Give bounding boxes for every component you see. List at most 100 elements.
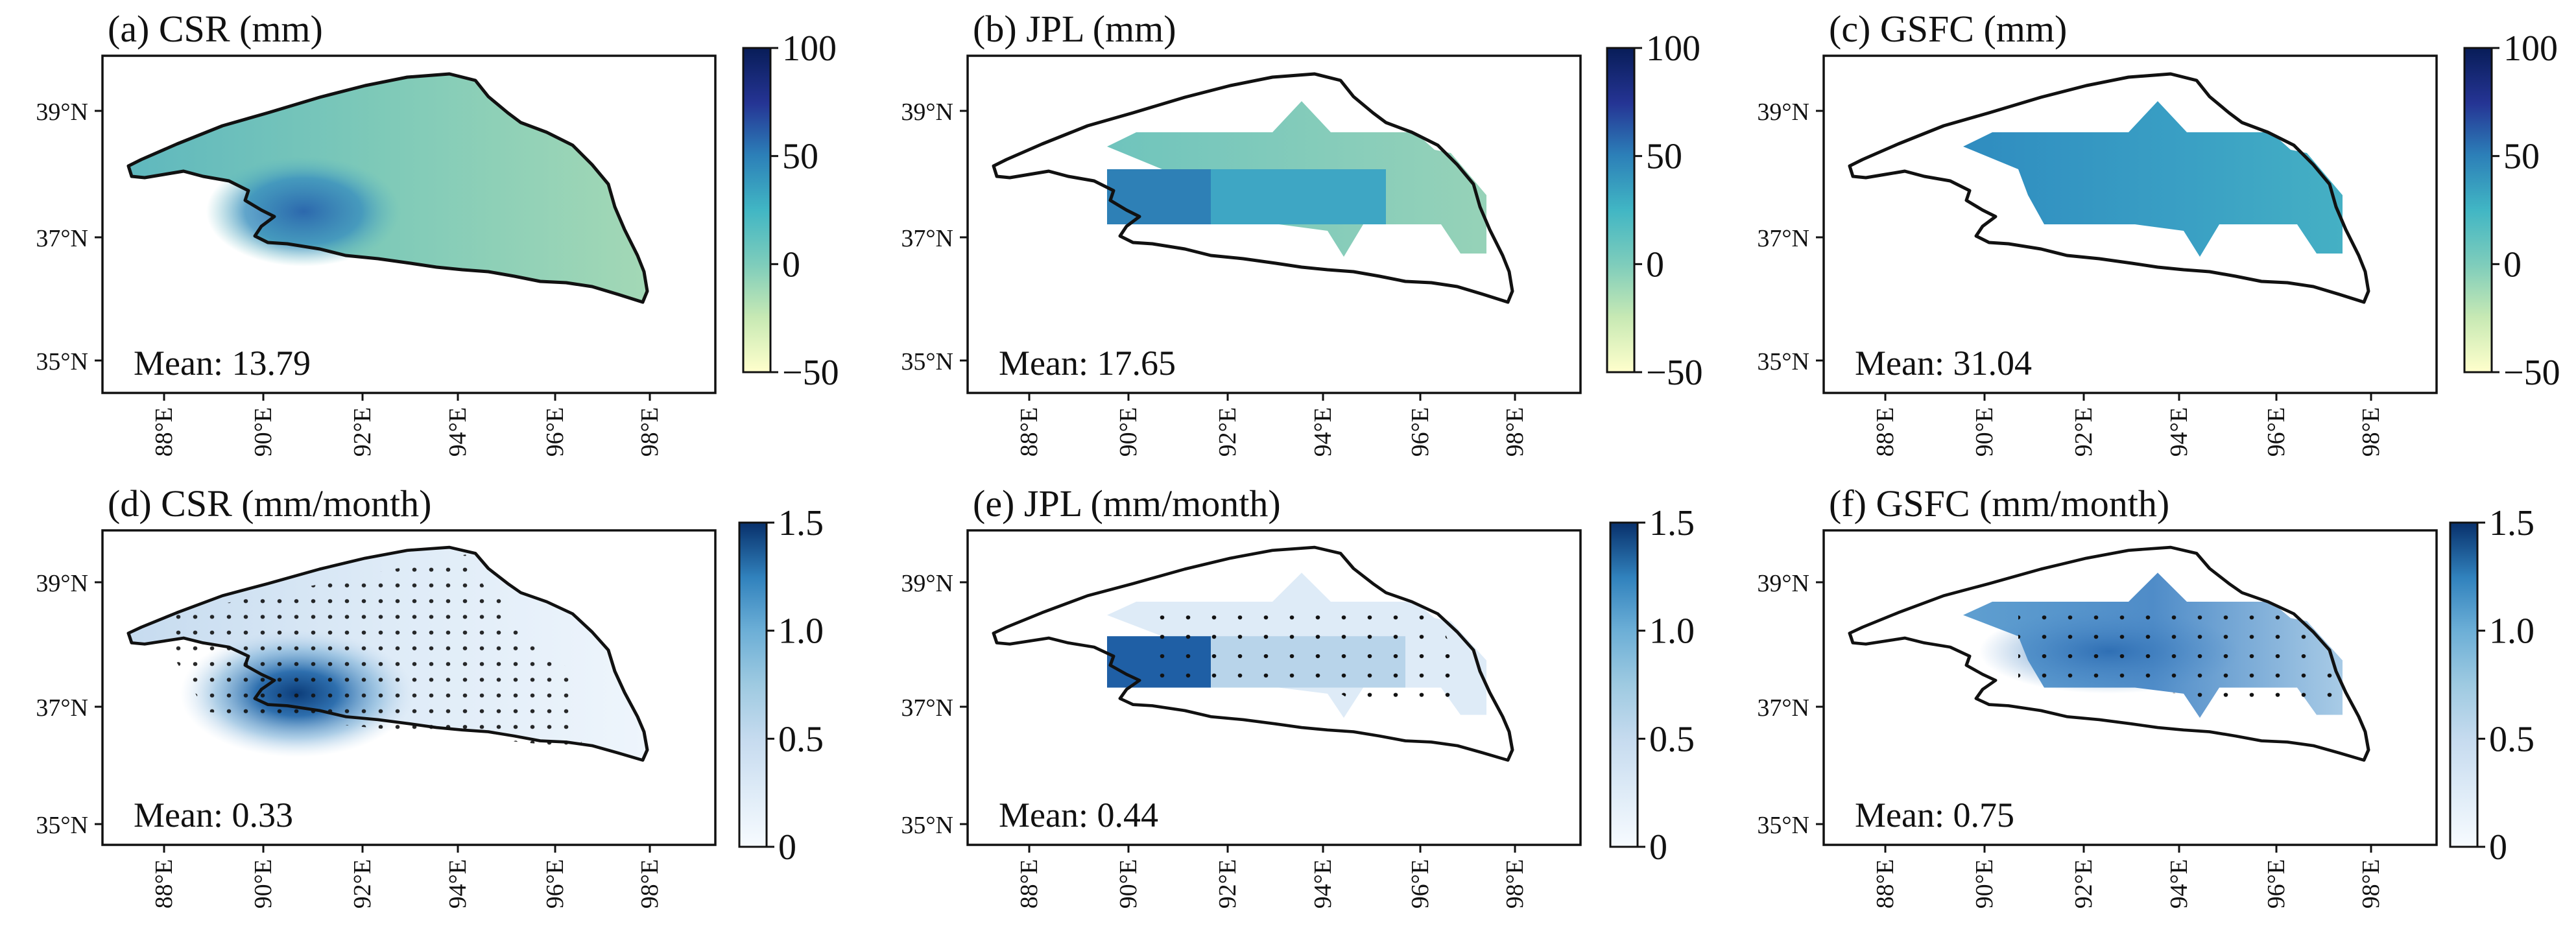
lon-tick-label: 96°E — [2263, 407, 2290, 456]
lon-tick-label: 94°E — [2165, 859, 2193, 908]
lon-tick-label: 88°E — [1872, 407, 1899, 456]
colorbar-tick-label: 1.5 — [778, 503, 824, 543]
basin-outline — [1848, 545, 2370, 762]
panel-title: (b) JPL (mm) — [973, 8, 1176, 50]
lon-tick-label: 90°E — [1115, 859, 1142, 908]
panel-title: (e) JPL (mm/month) — [973, 482, 1281, 525]
lat-tick-label: 37°N — [1757, 694, 1809, 722]
map-panel-d: (d) CSR (mm/month) Mean: 0.33 39°N 37°N 35°N… — [36, 482, 717, 908]
lat-tick-label: 39°N — [1757, 570, 1809, 597]
colorbar-tick-label: 0 — [2489, 827, 2507, 868]
colorbar-gradient — [1606, 47, 1636, 373]
panel-title: (a) CSR (mm) — [108, 8, 323, 50]
map-panel-f: (f) GSFC (mm/month) Mean: 0.75 39°N 37°N 35°… — [1757, 482, 2438, 908]
lon-tick-label: 90°E — [1971, 859, 1998, 908]
lat-tick-label: 35°N — [901, 348, 953, 375]
lat-tick-label: 37°N — [901, 694, 953, 722]
map-panel-a: (a) CSR (mm) Mean: 13.79 39°N 37°N 35°N 88°E 9… — [36, 8, 717, 456]
lon-tick-label: 98°E — [636, 859, 663, 908]
basin-outline — [992, 545, 1514, 762]
lat-tick-label: 39°N — [901, 570, 953, 597]
mean-label: Mean: 0.75 — [1855, 796, 2014, 834]
map-panel-c: (c) GSFC (mm) Mean: 31.04 39°N 37°N 35°N 88°E… — [1757, 8, 2438, 456]
colorbar-tick-label: −50 — [1646, 353, 1703, 393]
lon-tick-label: 98°E — [1501, 859, 1529, 908]
lon-tick-label: 96°E — [1407, 859, 1434, 908]
colorbar-tick-label: 100 — [2503, 29, 2558, 69]
panel-title: (f) GSFC (mm/month) — [1829, 482, 2169, 525]
lon-tick-label: 90°E — [250, 859, 277, 908]
lon-tick-label: 92°E — [349, 407, 376, 456]
lon-tick-label: 90°E — [1971, 407, 1998, 456]
colorbar: 1.5 1.0 0.5 0 — [1609, 503, 1695, 868]
lon-tick-label: 94°E — [444, 407, 471, 456]
lon-tick-label: 94°E — [1309, 859, 1337, 908]
colorbar-tick-label: 100 — [782, 29, 837, 69]
map-panel-e: (e) JPL (mm/month) Mean: 0.44 39°N 37°N 35°N… — [901, 482, 1582, 908]
colorbar-tick-label: 0 — [1649, 827, 1667, 868]
colorbar-tick-label: 50 — [2503, 137, 2540, 177]
lon-tick-label: 94°E — [2165, 407, 2193, 456]
lon-tick-label: 96°E — [1407, 407, 1434, 456]
field-mean-gsfc — [1963, 101, 2343, 257]
basin-outline — [126, 545, 649, 762]
lon-tick-label: 92°E — [1214, 407, 1241, 456]
colorbar-tick-label: 0 — [778, 827, 796, 868]
lat-tick-label: 37°N — [36, 694, 88, 722]
colorbar-gradient — [2463, 47, 2493, 373]
map-panel-b: (b) JPL (mm) Mean: 17.65 39°N 37°N 35°N 88°E 9… — [901, 8, 1582, 456]
lat-tick-label: 39°N — [901, 99, 953, 126]
colorbar: 1.5 1.0 0.5 0 — [2449, 503, 2534, 868]
colorbar-tick-label: 50 — [1646, 137, 1682, 177]
basin-field — [992, 72, 1514, 304]
mean-label: Mean: 31.04 — [1855, 344, 2032, 383]
colorbar: 100 50 0 −50 — [742, 29, 839, 393]
significance-stippling — [167, 554, 582, 748]
colorbar: 100 50 0 −50 — [2463, 29, 2560, 393]
lon-tick-label: 90°E — [250, 407, 277, 456]
basin-field — [1848, 545, 2370, 762]
basin-outline — [1848, 72, 2370, 304]
significance-stippling — [1143, 609, 1461, 712]
lat-tick-label: 35°N — [1757, 812, 1809, 839]
mean-label: Mean: 0.44 — [999, 796, 1158, 834]
lon-tick-label: 98°E — [2357, 407, 2385, 456]
colorbar-gradient — [2449, 521, 2479, 848]
lon-tick-label: 94°E — [444, 859, 471, 908]
colorbar-tick-label: 100 — [1646, 29, 1700, 69]
colorbar-tick-label: 1.0 — [2489, 611, 2534, 652]
field-high-region — [206, 156, 401, 266]
colorbar-tick-label: 1.5 — [1649, 503, 1695, 543]
basin-field — [1848, 72, 2370, 304]
lat-tick-label: 37°N — [36, 225, 88, 252]
colorbar-tick-label: 1.5 — [2489, 503, 2534, 543]
colorbar-tick-label: 0 — [782, 244, 800, 285]
lat-tick-label: 37°N — [1757, 225, 1809, 252]
lat-tick-label: 37°N — [901, 225, 953, 252]
field-high-region — [1107, 169, 1211, 224]
lon-tick-label: 92°E — [2070, 407, 2097, 456]
lon-tick-label: 92°E — [1214, 859, 1241, 908]
colorbar: 100 50 0 −50 — [1606, 29, 1703, 393]
colorbar-gradient — [742, 47, 772, 373]
lon-tick-label: 96°E — [2263, 859, 2290, 908]
colorbar-gradient — [738, 521, 768, 848]
colorbar-tick-label: 0 — [2503, 244, 2522, 285]
colorbar-tick-label: 0.5 — [2489, 719, 2534, 759]
significance-stippling — [2018, 602, 2336, 712]
colorbar-tick-label: 1.0 — [778, 611, 824, 652]
colorbar-tick-label: 0.5 — [778, 719, 824, 759]
mean-label: Mean: 0.33 — [134, 796, 293, 834]
basin-field — [126, 72, 649, 304]
lon-tick-label: 96°E — [542, 407, 569, 456]
basin-field — [126, 545, 649, 762]
lon-tick-label: 98°E — [2357, 859, 2385, 908]
basin-outline — [992, 72, 1514, 304]
lon-tick-label: 88°E — [150, 859, 178, 908]
colorbar-tick-label: −50 — [2503, 353, 2560, 393]
lon-tick-label: 96°E — [542, 859, 569, 908]
lat-tick-label: 39°N — [36, 99, 88, 126]
lon-tick-label: 88°E — [1016, 859, 1043, 908]
mean-label: Mean: 13.79 — [134, 344, 311, 383]
